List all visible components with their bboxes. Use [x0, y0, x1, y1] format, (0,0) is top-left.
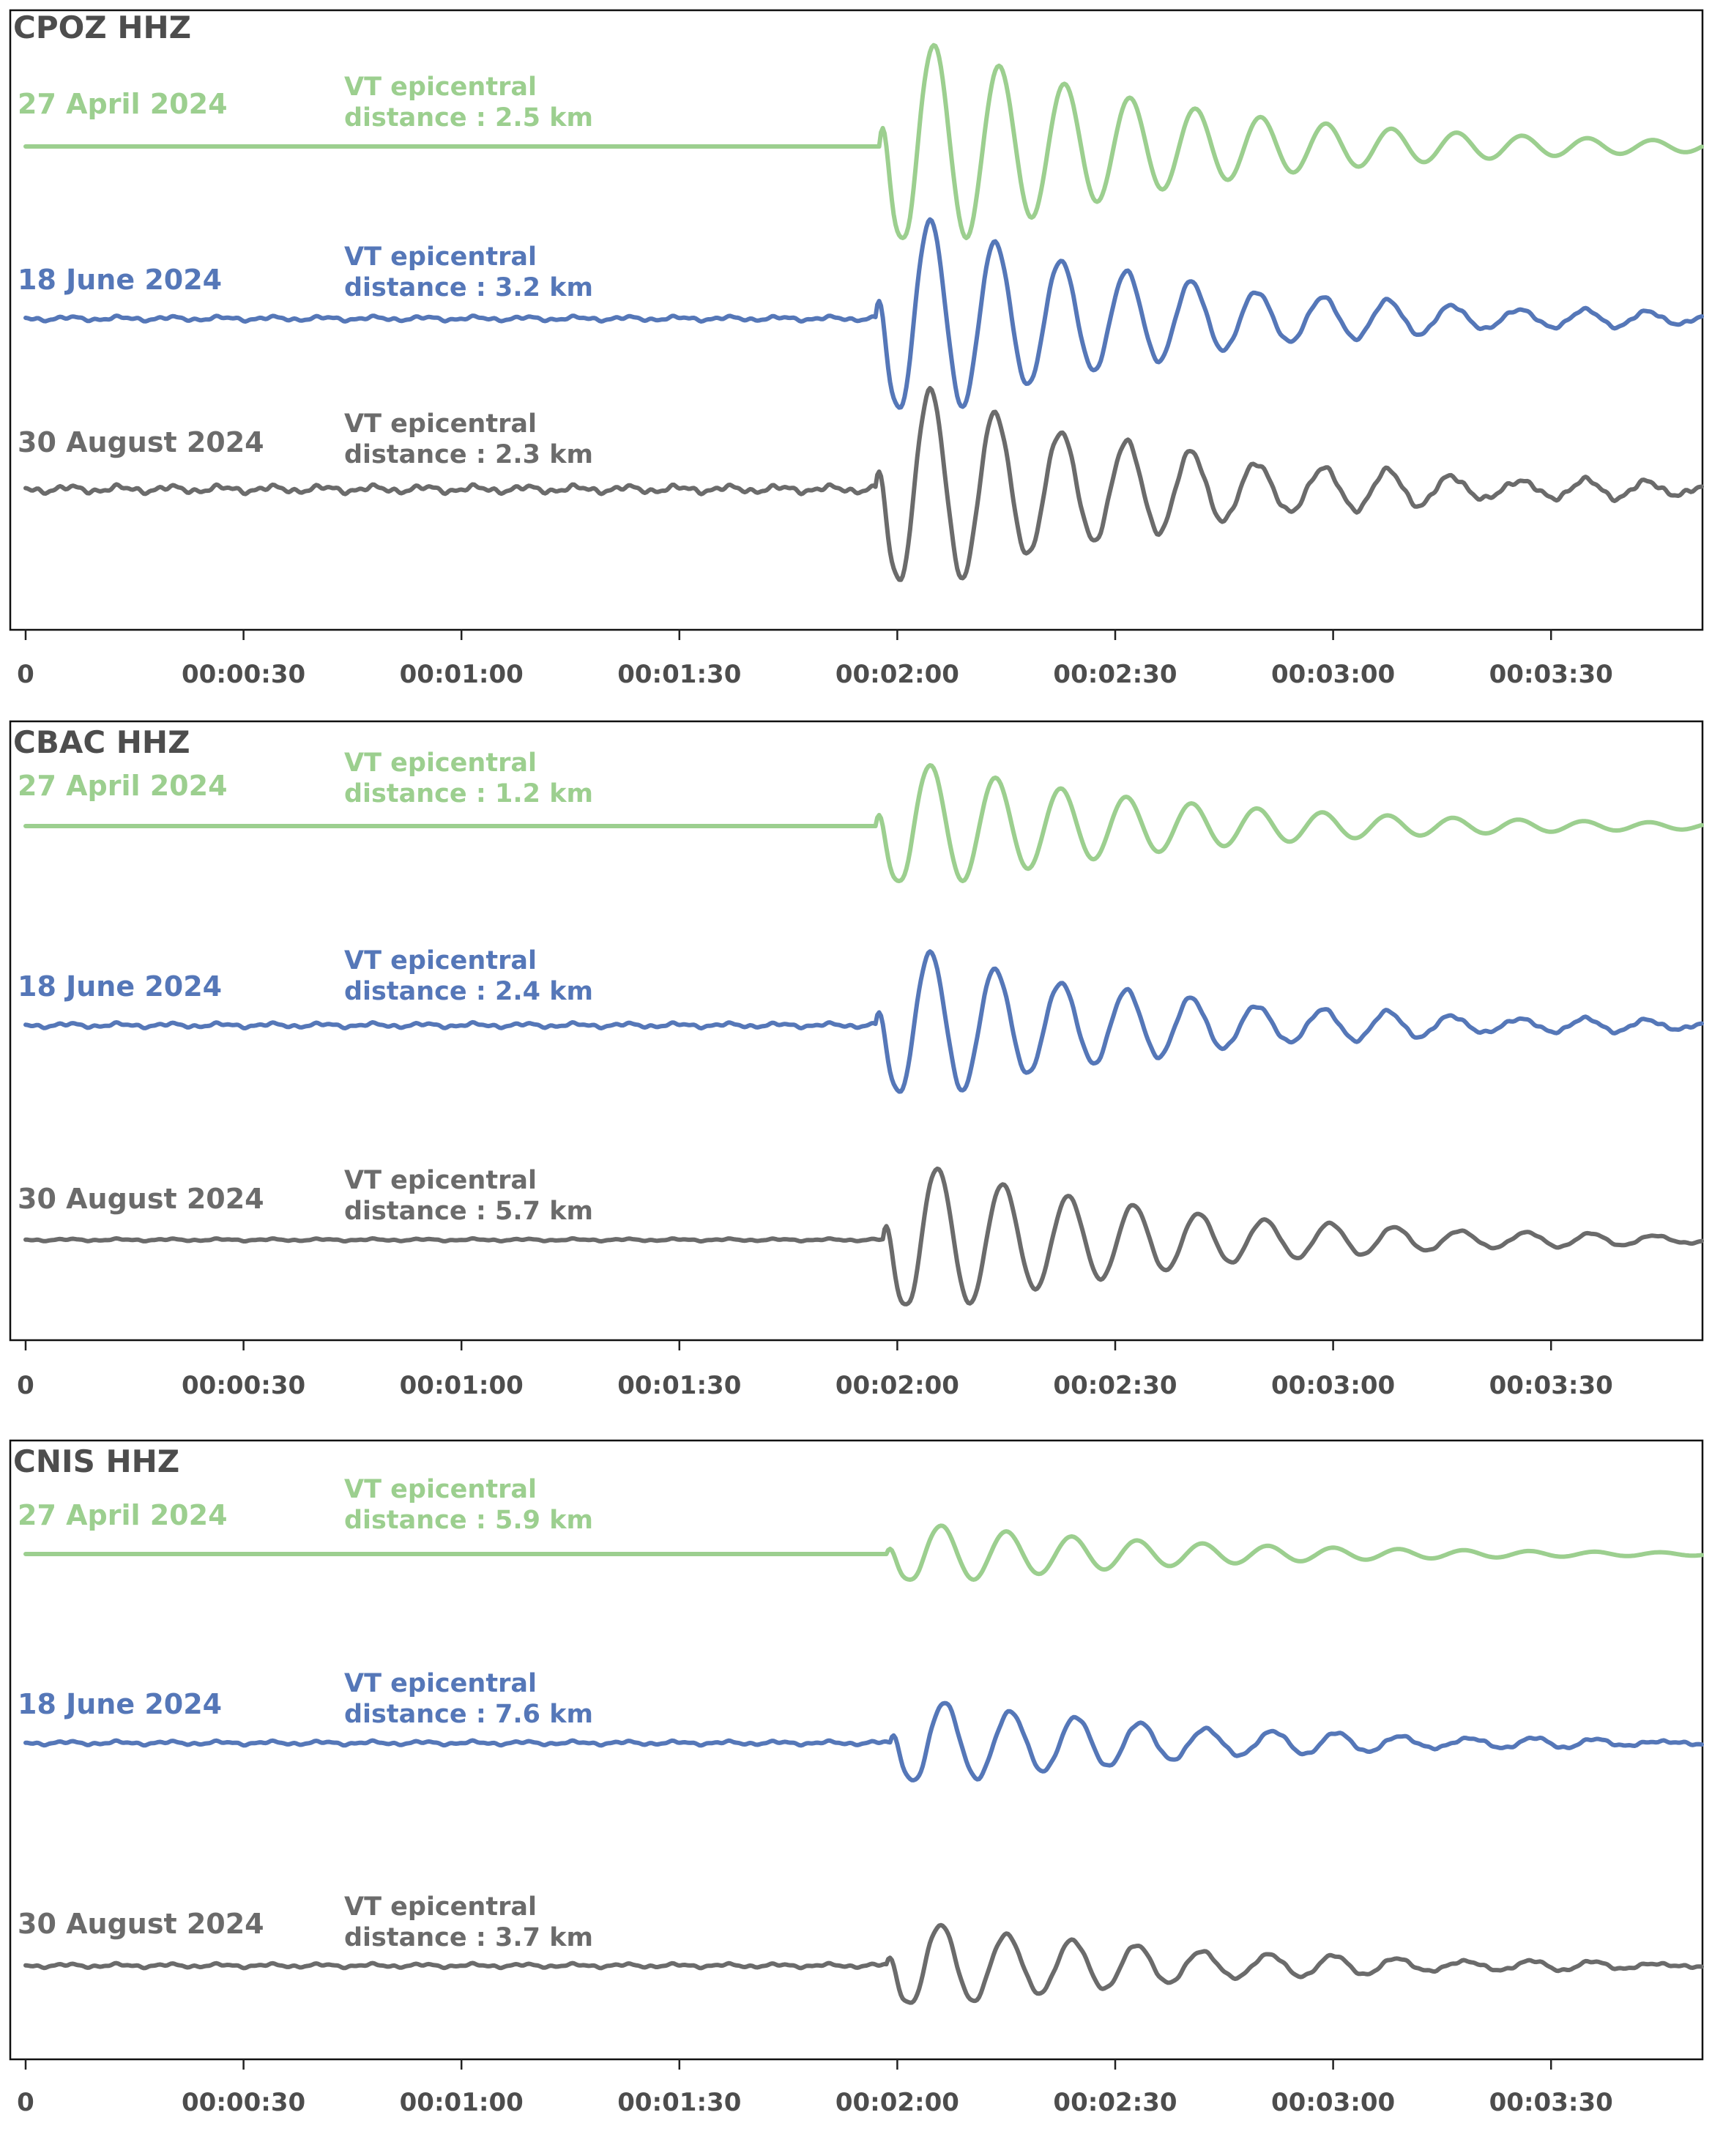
- vt-distance-label: distance : 2.5 km: [344, 103, 593, 133]
- vt-distance-label: distance : 1.2 km: [344, 779, 593, 808]
- station-title: CBAC HHZ: [13, 724, 190, 760]
- vt-label-line1: VT epicentral: [344, 1166, 537, 1195]
- waveform-trace: [23, 763, 1704, 883]
- waveform-trace: [23, 949, 1704, 1094]
- vt-distance-label: distance : 5.7 km: [344, 1197, 593, 1226]
- waveform-trace: [23, 1700, 1704, 1783]
- series-date-label: 18 June 2024: [18, 1688, 222, 1720]
- panel-frame: [9, 9, 1704, 631]
- station-title: CNIS HHZ: [13, 1443, 179, 1479]
- x-tick-label: 00:02:00: [835, 1371, 959, 1400]
- x-tick-label: 00:01:00: [400, 2088, 524, 2117]
- vt-distance-label: distance : 5.9 km: [344, 1506, 593, 1535]
- x-tick-label: 00:02:30: [1053, 660, 1177, 689]
- x-tick-label: 00:00:30: [182, 2088, 305, 2117]
- series-date-label: 27 April 2024: [18, 1499, 228, 1531]
- vt-label-line1: VT epicentral: [344, 242, 537, 272]
- vt-distance-label: distance : 2.4 km: [344, 977, 593, 1006]
- waveform-trace: [23, 42, 1704, 240]
- vt-distance-label: distance : 7.6 km: [344, 1700, 593, 1729]
- vt-label-line1: VT epicentral: [344, 1475, 537, 1504]
- x-tick-label: 00:02:00: [835, 2088, 959, 2117]
- x-tick-label: 00:01:00: [400, 1371, 524, 1400]
- x-tick-label: 00:01:30: [617, 2088, 741, 2117]
- vt-distance-label: distance : 3.7 km: [344, 1923, 593, 1952]
- x-tick-label: 00:03:00: [1271, 660, 1395, 689]
- waveform-trace: [23, 217, 1704, 410]
- waveform-trace: [23, 1523, 1704, 1582]
- x-tick-label: 00:01:30: [617, 660, 741, 689]
- vt-label-line1: VT epicentral: [344, 748, 537, 778]
- series-date-label: 30 August 2024: [18, 1908, 264, 1940]
- vt-distance-label: distance : 2.3 km: [344, 440, 593, 469]
- series-date-label: 30 August 2024: [18, 1183, 264, 1215]
- x-tick-label: 00:03:30: [1489, 1371, 1613, 1400]
- x-tick-label: 00:00:30: [182, 660, 305, 689]
- x-tick-label: 00:03:30: [1489, 660, 1613, 689]
- waveform-trace: [23, 386, 1704, 582]
- x-tick-label: 00:01:30: [617, 1371, 741, 1400]
- series-date-label: 18 June 2024: [18, 264, 222, 296]
- series-date-label: 30 August 2024: [18, 426, 264, 458]
- x-tick-label: 0: [17, 1371, 34, 1400]
- x-tick-label: 0: [17, 2088, 34, 2117]
- series-date-label: 18 June 2024: [18, 970, 222, 1003]
- waveform-trace: [23, 1166, 1704, 1306]
- vt-label-line1: VT epicentral: [344, 1669, 537, 1698]
- series-date-label: 27 April 2024: [18, 770, 228, 802]
- x-tick-label: 00:03:00: [1271, 2088, 1395, 2117]
- panel-frame: [9, 1439, 1704, 2061]
- vt-label-line1: VT epicentral: [344, 73, 537, 102]
- x-tick-label: 00:00:30: [182, 1371, 305, 1400]
- waveform-trace: [23, 1922, 1704, 2005]
- station-title: CPOZ HHZ: [13, 10, 191, 45]
- vt-label-line1: VT epicentral: [344, 409, 537, 439]
- panel-frame: [9, 720, 1704, 1342]
- vt-distance-label: distance : 3.2 km: [344, 273, 593, 302]
- x-tick-label: 0: [17, 660, 34, 689]
- vt-label-line1: VT epicentral: [344, 1892, 537, 1922]
- x-tick-label: 00:02:00: [835, 660, 959, 689]
- x-tick-label: 00:01:00: [400, 660, 524, 689]
- x-tick-label: 00:03:30: [1489, 2088, 1613, 2117]
- vt-label-line1: VT epicentral: [344, 946, 537, 975]
- x-tick-label: 00:02:30: [1053, 2088, 1177, 2117]
- x-tick-label: 00:03:00: [1271, 1371, 1395, 1400]
- series-date-label: 27 April 2024: [18, 88, 228, 120]
- x-tick-label: 00:02:30: [1053, 1371, 1177, 1400]
